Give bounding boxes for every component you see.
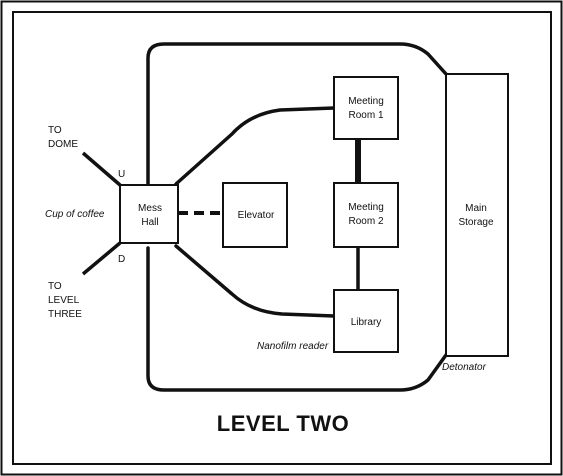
item-cup-of-coffee: Cup of coffee [45,209,105,220]
room-label: Hall [141,217,158,228]
room-label: Meeting [348,202,384,213]
room-label: Library [351,317,382,328]
corridor-messhall-meeting1 [174,106,336,186]
map-inner-border [12,11,552,465]
item-detonator: Detonator [442,362,487,373]
exit-to-level-three-label: TO [48,281,62,292]
exit-to-level-three-label: LEVEL [48,295,80,306]
corridor-messhall-library [174,244,336,318]
map-title: LEVEL TWO [217,411,349,436]
room-label: Elevator [238,210,275,221]
room-label: Main [465,203,487,214]
exit-up-line [81,151,122,187]
room-main-storage: Main Storage [445,73,509,357]
room-label: Meeting [348,96,384,107]
room-label: Room 2 [348,216,383,227]
exit-down-marker: D [118,254,125,265]
room-library: Library [333,289,399,353]
exit-to-dome-label: TO [48,125,62,136]
room-meeting-1: Meeting Room 1 [333,76,399,140]
corridor-main-loop [146,42,448,392]
room-mess-hall: Mess Hall [119,184,179,244]
room-label: Storage [458,217,493,228]
exit-down-line [81,241,122,276]
room-label: Mess [138,203,162,214]
room-label: Room 1 [348,110,383,121]
room-meeting-2: Meeting Room 2 [333,182,399,248]
item-nanofilm-reader: Nanofilm reader [257,341,329,352]
exit-to-dome-label: DOME [48,139,78,150]
exit-up-marker: U [118,169,125,180]
exit-to-level-three-label: THREE [48,309,82,320]
room-elevator: Elevator [222,182,288,248]
